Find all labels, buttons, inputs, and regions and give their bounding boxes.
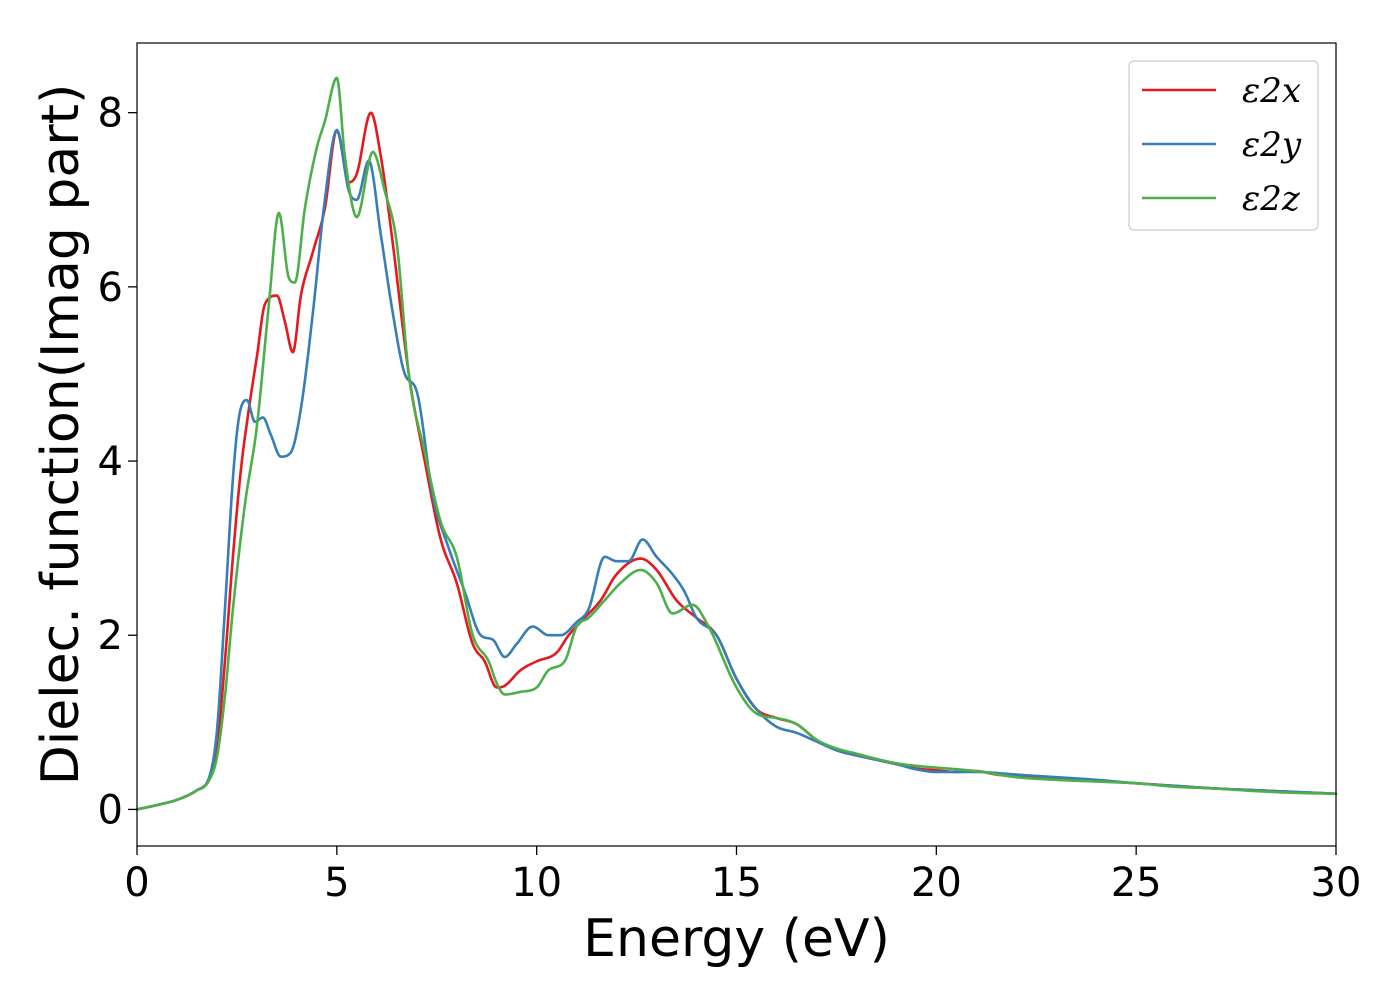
x-axis-title: Energy (eV)	[583, 909, 890, 969]
x-tick-label: 20	[911, 860, 962, 906]
x-tick-label: 30	[1311, 860, 1362, 906]
x-tick-label: 15	[711, 860, 762, 906]
legend-items: ε2x ε2y ε2z	[1142, 71, 1302, 219]
y-tick-label: 0	[98, 787, 123, 833]
y-tick-label: 6	[98, 265, 123, 311]
legend-label-3: ε2z	[1242, 179, 1301, 219]
series-layer	[135, 76, 1338, 811]
y-axis-title: Dielec. function(Imag part)	[31, 84, 91, 786]
y-tick-label: 2	[98, 613, 123, 659]
legend-frame	[1128, 60, 1319, 231]
axis-ticks: 0 5 10 15 20 25 30 0 2 4 6 8	[98, 91, 1362, 906]
legend: ε2x ε2y ε2z	[1128, 60, 1319, 231]
y-tick-label: 4	[98, 439, 123, 485]
series-line-3	[135, 76, 1338, 811]
y-tick-label: 8	[98, 91, 123, 137]
x-tick-label: 5	[324, 860, 349, 906]
x-tick-label: 10	[511, 860, 562, 906]
legend-label-1: ε2x	[1242, 71, 1301, 111]
legend-label-2: ε2y	[1242, 125, 1302, 165]
series-line-2	[135, 128, 1338, 811]
x-tick-label: 25	[1111, 860, 1162, 906]
x-tick-label: 0	[124, 860, 149, 906]
